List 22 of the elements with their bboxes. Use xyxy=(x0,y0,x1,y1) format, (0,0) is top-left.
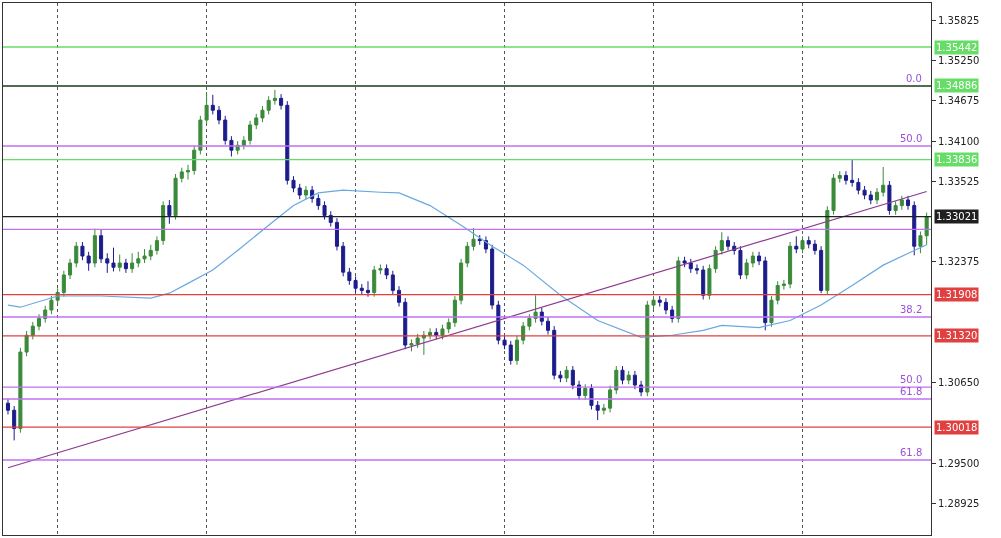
ref-line-label: 1.30018 xyxy=(936,422,978,433)
y-tick-label: 1.35825 xyxy=(938,14,980,26)
annotation: 0.0 xyxy=(906,73,922,84)
y-tick-label: 1.33525 xyxy=(938,175,980,187)
annotation: 61.8 xyxy=(900,386,923,397)
y-tick-label: 1.34100 xyxy=(938,135,980,147)
y-tick-label: 1.30650 xyxy=(938,377,980,389)
annotation: 50.0 xyxy=(900,374,923,385)
ref-line-label: 1.35442 xyxy=(936,42,978,53)
ref-line-label: 1.34886 xyxy=(936,80,978,91)
y-tick-label: 1.29500 xyxy=(938,458,980,470)
annotation: 50.0 xyxy=(900,133,923,144)
y-tick-label: 1.32375 xyxy=(938,256,980,268)
y-tick-label: 1.28925 xyxy=(938,498,980,510)
ref-line-label: 1.33836 xyxy=(936,154,978,165)
ref-line-label: 1.31908 xyxy=(936,289,978,300)
annotation: 38.2 xyxy=(900,304,923,315)
y-tick-label: 1.35250 xyxy=(938,54,980,66)
y-tick-label: 1.34675 xyxy=(938,95,980,107)
annotation: 61.8 xyxy=(900,447,923,458)
ref-line-label: 1.31320 xyxy=(936,330,978,341)
ref-line-label: 1.33021 xyxy=(936,211,978,222)
